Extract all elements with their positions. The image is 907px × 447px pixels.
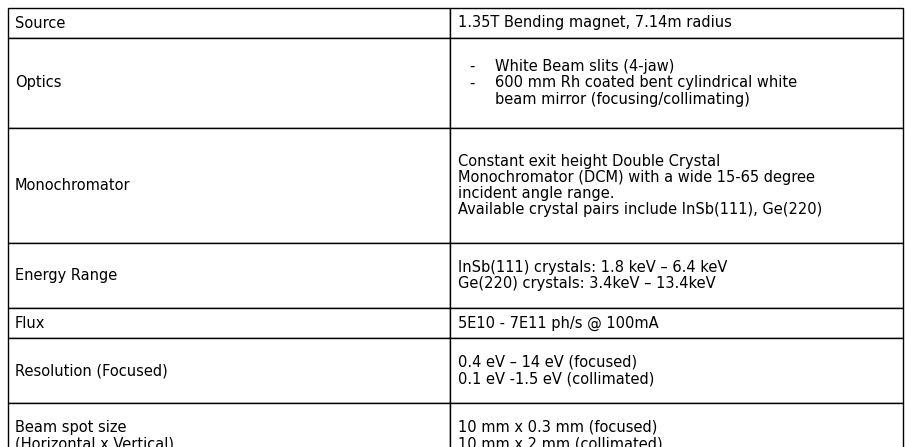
Bar [8, 308, 450, 338]
Text: Resolution (Focused): Resolution (Focused) [15, 363, 168, 378]
Text: beam mirror (focusing/collimating): beam mirror (focusing/collimating) [495, 92, 750, 107]
Text: 1.35T Bending magnet, 7.14m radius: 1.35T Bending magnet, 7.14m radius [458, 16, 732, 30]
Text: Optics: Optics [15, 76, 62, 90]
Text: 5E10 - 7E11 ph/s @ 100mA: 5E10 - 7E11 ph/s @ 100mA [458, 316, 658, 331]
Text: Energy Range: Energy Range [15, 268, 117, 283]
Bar [450, 243, 903, 308]
Text: incident angle range.: incident angle range. [458, 186, 615, 201]
Text: 600 mm Rh coated bent cylindrical white: 600 mm Rh coated bent cylindrical white [495, 76, 797, 90]
Text: Constant exit height Double Crystal: Constant exit height Double Crystal [458, 154, 720, 169]
Bar [8, 403, 450, 447]
Bar [450, 338, 903, 403]
Text: 0.1 eV -1.5 eV (collimated): 0.1 eV -1.5 eV (collimated) [458, 371, 654, 386]
Text: White Beam slits (4-jaw): White Beam slits (4-jaw) [495, 59, 675, 74]
Bar [450, 8, 903, 38]
Text: Monochromator (DCM) with a wide 15-65 degree: Monochromator (DCM) with a wide 15-65 de… [458, 170, 815, 185]
Bar [8, 243, 450, 308]
Text: 0.4 eV – 14 eV (focused): 0.4 eV – 14 eV (focused) [458, 355, 637, 370]
Bar [8, 128, 450, 243]
Text: 10 mm x 0.3 mm (focused): 10 mm x 0.3 mm (focused) [458, 420, 658, 435]
Text: (Horizontal x Vertical): (Horizontal x Vertical) [15, 436, 174, 447]
Bar [450, 128, 903, 243]
Text: 10 mm x 2 mm (collimated): 10 mm x 2 mm (collimated) [458, 436, 663, 447]
Bar [450, 38, 903, 128]
Bar [8, 8, 450, 38]
Bar [450, 308, 903, 338]
Text: Beam spot size: Beam spot size [15, 420, 126, 435]
Text: Flux: Flux [15, 316, 45, 330]
Text: InSb(111) crystals: 1.8 keV – 6.4 keV: InSb(111) crystals: 1.8 keV – 6.4 keV [458, 260, 727, 275]
Text: Ge(220) crystals: 3.4keV – 13.4keV: Ge(220) crystals: 3.4keV – 13.4keV [458, 276, 716, 291]
Text: Available crystal pairs include InSb(111), Ge(220): Available crystal pairs include InSb(111… [458, 202, 823, 217]
Bar [8, 38, 450, 128]
Text: Monochromator: Monochromator [15, 178, 131, 193]
Bar [8, 338, 450, 403]
Text: -: - [469, 59, 474, 74]
Text: Source: Source [15, 16, 65, 30]
Text: -: - [469, 76, 474, 90]
Bar [450, 403, 903, 447]
